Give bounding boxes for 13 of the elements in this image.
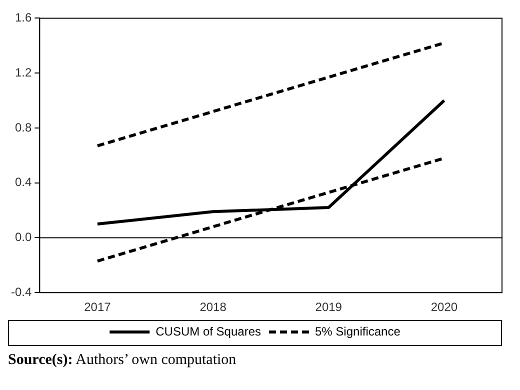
x-tick-label: 2018 [200, 300, 227, 314]
y-tick-label: -0.4 [10, 284, 32, 299]
legend-label: 5% Significance [314, 324, 401, 338]
y-tick-label: 0.0 [14, 230, 32, 244]
y-tick-label: 1.2 [14, 65, 32, 80]
x-tick-label: 2019 [315, 300, 342, 314]
legend-label: CUSUM of Squares [156, 324, 261, 338]
y-tick-label: 0.8 [14, 120, 32, 134]
x-tick-label: 2020 [430, 300, 458, 314]
source-note: Source(s): Authors’ own computation [8, 352, 238, 369]
y-tick-label: 0.4 [14, 175, 32, 190]
x-tick-label: 2017 [84, 300, 112, 314]
y-tick-label: 1.6 [14, 10, 32, 25]
